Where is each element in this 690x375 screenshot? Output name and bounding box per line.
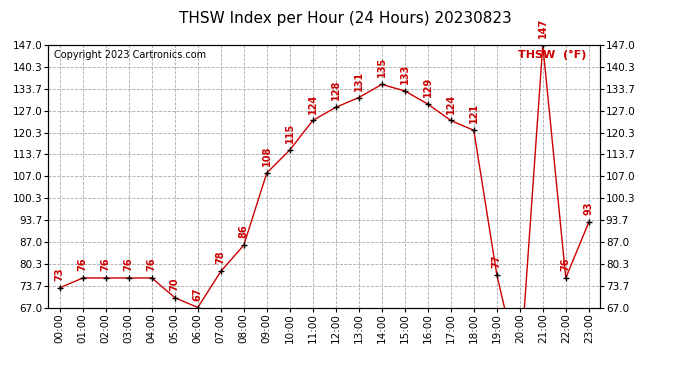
Text: 133: 133 xyxy=(400,64,410,84)
Text: 76: 76 xyxy=(101,258,111,271)
Text: 73: 73 xyxy=(55,267,65,281)
Text: THSW Index per Hour (24 Hours) 20230823: THSW Index per Hour (24 Hours) 20230823 xyxy=(179,11,511,26)
Text: 129: 129 xyxy=(423,77,433,97)
Text: 131: 131 xyxy=(354,70,364,90)
Text: 128: 128 xyxy=(331,80,341,100)
Text: 121: 121 xyxy=(469,103,479,123)
Text: 124: 124 xyxy=(308,93,318,114)
Text: Copyright 2023 Cartronics.com: Copyright 2023 Cartronics.com xyxy=(54,50,206,60)
Text: 76: 76 xyxy=(78,258,88,271)
Text: 76: 76 xyxy=(124,258,134,271)
Text: 124: 124 xyxy=(446,93,456,114)
Text: 108: 108 xyxy=(262,146,272,166)
Text: 135: 135 xyxy=(377,57,387,77)
Text: 78: 78 xyxy=(216,251,226,264)
Text: 76: 76 xyxy=(561,258,571,271)
Text: THSW  (°F): THSW (°F) xyxy=(518,50,586,60)
Text: 76: 76 xyxy=(147,258,157,271)
Text: 47: 47 xyxy=(0,374,1,375)
Text: 67: 67 xyxy=(193,287,203,300)
Text: 86: 86 xyxy=(239,225,249,238)
Text: 77: 77 xyxy=(492,254,502,268)
Text: 70: 70 xyxy=(170,277,180,291)
Text: 93: 93 xyxy=(584,202,594,215)
Text: 115: 115 xyxy=(285,123,295,143)
Text: 147: 147 xyxy=(538,18,548,38)
